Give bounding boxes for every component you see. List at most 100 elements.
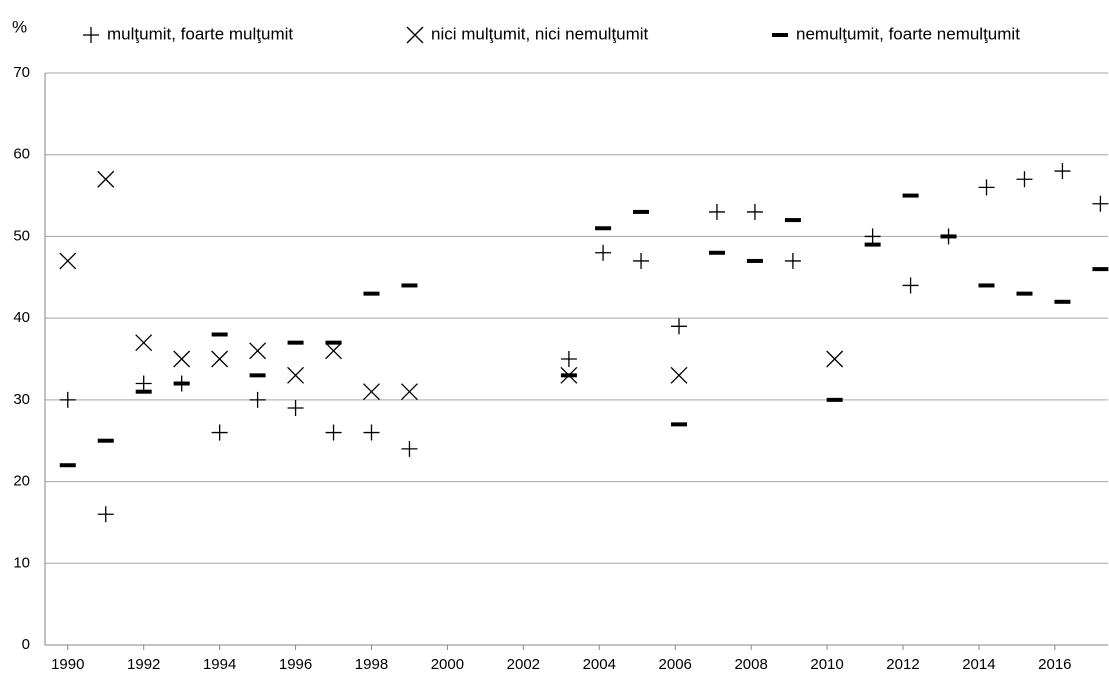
marker-cross [826, 350, 844, 368]
x-tick-label: 2006 [659, 656, 692, 673]
stroke [287, 366, 305, 384]
stroke [173, 381, 190, 386]
marker-cross [325, 342, 342, 360]
stroke [173, 350, 191, 368]
y-tick-label: 0 [22, 636, 30, 653]
marker-plus [902, 277, 919, 294]
marker-plus [784, 252, 801, 269]
x-tick-label: 2008 [734, 656, 767, 673]
y-tick-label: 40 [13, 309, 30, 326]
marker-plus [671, 318, 688, 335]
stroke [363, 291, 380, 296]
stroke [325, 342, 342, 360]
stroke [826, 350, 844, 368]
marker-cross [135, 334, 153, 352]
legend-label: nemulţumit, foarte nemulţumit [796, 24, 1020, 43]
stroke [708, 250, 725, 255]
marker-cross [670, 366, 688, 384]
stroke [287, 340, 304, 345]
x-tick-label: 1990 [51, 656, 84, 673]
marker-dash [595, 226, 612, 231]
marker-dash [746, 258, 763, 263]
x-tick-label: 2012 [886, 656, 919, 673]
stroke [633, 209, 650, 214]
marker-dash [633, 209, 650, 214]
stroke [97, 170, 115, 188]
marker-plus [746, 203, 763, 220]
marker-cross [249, 342, 267, 360]
marker-dash [902, 193, 919, 198]
stroke [1054, 299, 1071, 304]
marker-dash [97, 438, 114, 443]
x-tick-label: 2004 [583, 656, 616, 673]
marker-dash [59, 463, 76, 468]
stroke [211, 350, 229, 368]
stroke [97, 438, 114, 443]
marker-dash [173, 381, 190, 386]
marker-dash [135, 389, 152, 394]
marker-cross [173, 350, 191, 368]
marker-dash [826, 397, 843, 402]
stroke [864, 242, 881, 247]
stroke [249, 342, 267, 360]
stroke [902, 193, 919, 198]
marker-dash [287, 340, 304, 345]
marker-dash [978, 283, 995, 288]
stroke [400, 383, 418, 401]
marker-dash [772, 33, 788, 37]
stroke [401, 283, 418, 288]
legend-label: mulţumit, foarte mulţumit [107, 24, 293, 43]
marker-plus [708, 203, 725, 220]
stroke [249, 373, 266, 378]
marker-plus [1054, 163, 1071, 180]
stroke [211, 332, 228, 337]
marker-plus [325, 424, 342, 441]
x-tick-label: 1994 [203, 656, 236, 673]
stroke [406, 26, 424, 44]
marker-dash [784, 218, 801, 223]
stroke [363, 383, 380, 401]
x-tick-label: 2000 [431, 656, 464, 673]
marker-dash [864, 242, 881, 247]
y-tick-label: 30 [13, 391, 30, 408]
x-tick-label: 1996 [279, 656, 312, 673]
x-tick-label: 2014 [962, 656, 995, 673]
x-tick-label: 1998 [355, 656, 388, 673]
stroke [978, 283, 995, 288]
marker-plus [633, 252, 650, 269]
marker-dash [671, 422, 688, 427]
marker-cross [97, 170, 115, 188]
y-tick-label: 60 [13, 146, 30, 163]
marker-plus [249, 391, 266, 408]
marker-cross [406, 26, 424, 44]
y-tick-label: 20 [13, 473, 30, 490]
marker-plus [83, 27, 99, 43]
x-tick-label: 2002 [507, 656, 540, 673]
marker-plus [978, 179, 995, 196]
marker-cross [211, 350, 229, 368]
stroke [59, 463, 76, 468]
marker-plus [97, 506, 114, 523]
marker-plus [401, 440, 418, 457]
marker-dash [363, 291, 380, 296]
stroke [135, 389, 152, 394]
stroke [325, 340, 342, 345]
marker-cross [363, 383, 380, 401]
stroke [670, 366, 688, 384]
x-tick-label: 2016 [1038, 656, 1071, 673]
marker-dash [325, 340, 342, 345]
legend-label: nici mulţumit, nici nemulţumit [431, 24, 649, 43]
marker-dash [211, 332, 228, 337]
stroke [135, 334, 153, 352]
y-axis-label: % [12, 17, 27, 36]
marker-dash [708, 250, 725, 255]
stroke [826, 397, 843, 402]
stroke [671, 422, 688, 427]
marker-cross [287, 366, 305, 384]
marker-dash [1054, 299, 1071, 304]
marker-plus [287, 400, 304, 417]
marker-plus [1016, 171, 1033, 188]
stroke [746, 258, 763, 263]
y-tick-label: 10 [13, 554, 30, 571]
stroke [1092, 267, 1109, 272]
